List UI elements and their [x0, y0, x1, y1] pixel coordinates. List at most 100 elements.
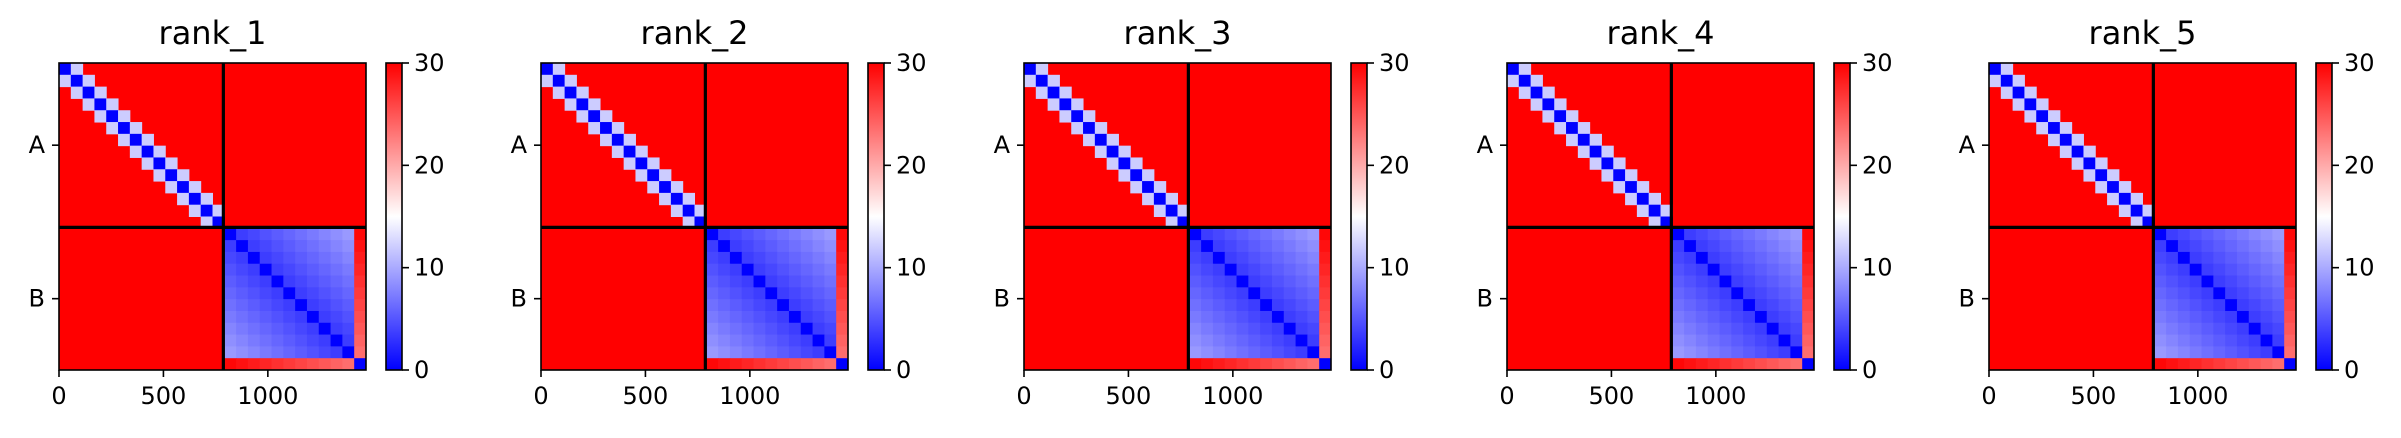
colorbar-tick-label: 30 [2344, 49, 2375, 77]
x-tick-label: 0 [1016, 382, 1031, 410]
heatmap-cell [812, 228, 825, 241]
heatmap-cell [611, 145, 625, 158]
heatmap-cell [741, 228, 755, 241]
heatmap-cell [318, 275, 332, 288]
heatmap-cell [1295, 263, 1308, 277]
heatmap-cell [2166, 299, 2179, 312]
heatmap-cell [2189, 358, 2203, 371]
heatmap-cell [283, 263, 296, 277]
heatmap-cell [306, 299, 320, 312]
heatmap-cell [1319, 240, 1332, 253]
heatmap-cell [1802, 334, 1815, 347]
heatmap-cell [777, 310, 790, 324]
colorbar-tick-label: 0 [1379, 356, 1394, 384]
heatmap-cell [1719, 299, 1732, 312]
heatmap-cell [2284, 322, 2297, 336]
heatmap-cell [1201, 358, 1214, 371]
heatmap-cell [1295, 322, 1308, 336]
heatmap-cell [354, 299, 367, 312]
heatmap-cell [1201, 263, 1214, 277]
panel-title: rank_5 [2089, 14, 2197, 52]
colorbar-tick-label: 10 [2344, 254, 2375, 282]
heatmap-cell [1118, 169, 1131, 182]
heatmap-cells [59, 63, 367, 371]
heatmap-cell [2154, 263, 2167, 277]
heatmap-cell [1153, 204, 1167, 217]
heatmap-cell [1224, 358, 1238, 371]
heatmap-cell [824, 287, 837, 300]
heatmap-cell [236, 287, 249, 300]
heatmap-cell [283, 299, 296, 312]
heatmap-cell [1224, 228, 1238, 241]
heatmap-cell [1307, 228, 1320, 241]
heatmap-cell [1307, 322, 1320, 336]
heatmap-cell [1754, 251, 1768, 265]
heatmap-cell [1790, 275, 1803, 288]
heatmap-cell [1743, 287, 1756, 300]
heatmap-cell [236, 322, 249, 336]
heatmap-cell [1271, 358, 1285, 371]
heatmap-cell [2083, 145, 2096, 158]
heatmap-cell [741, 358, 755, 371]
heatmap-cell [1224, 275, 1238, 288]
heatmap-cell [1271, 275, 1285, 288]
heatmap-cell [777, 251, 790, 265]
heatmap-cell [812, 322, 825, 336]
heatmap-cell [2177, 358, 2191, 371]
heatmap-cell [2248, 287, 2262, 300]
heatmap-cell [224, 240, 237, 253]
heatmap-cell [2189, 228, 2203, 241]
heatmap-cell [354, 275, 367, 288]
heatmap-cell [1130, 181, 1143, 194]
heatmap-cell [2248, 322, 2262, 336]
heatmap-cell [812, 310, 825, 324]
heatmap-cell [824, 322, 837, 336]
heatmap-cell [1224, 263, 1238, 277]
heatmap-cell [1295, 240, 1308, 253]
heatmap-cell [177, 181, 190, 194]
heatmap-cell [741, 263, 755, 277]
heatmap-cell [165, 181, 178, 194]
heatmap-cell [729, 322, 743, 336]
heatmap-cell [1283, 263, 1297, 277]
heatmap-cell [1295, 287, 1308, 300]
heatmap-cell [2248, 358, 2262, 371]
heatmap-cell [129, 122, 143, 135]
heatmap-cell [1165, 216, 1178, 229]
heatmap-cell [659, 181, 672, 194]
heatmap-cell [1672, 310, 1685, 324]
heatmap-cell [94, 98, 107, 111]
heatmap-cell [2201, 299, 2214, 312]
heatmap-cell [1248, 346, 1261, 359]
heatmap-cell [295, 310, 308, 324]
heatmap-cell [1507, 74, 1520, 88]
heatmap-cell [259, 358, 273, 371]
heatmap-cell [1260, 310, 1273, 324]
heatmap-cell [800, 251, 814, 265]
heatmap-cell [1212, 240, 1226, 253]
heatmap-cell [2189, 263, 2203, 277]
heatmap-cell [1684, 310, 1697, 324]
heatmap-cell [2048, 133, 2061, 147]
heatmap-cell [200, 204, 213, 217]
heatmap-cell [188, 192, 202, 206]
heatmap-cell [1778, 240, 1791, 253]
heatmap-cell [236, 346, 249, 359]
heatmap-cell [283, 334, 296, 347]
colorbar-tick-label: 20 [1862, 151, 1893, 179]
heatmap-cell [153, 169, 166, 182]
heatmap-cell [2236, 287, 2250, 300]
heatmap-cell [271, 275, 284, 288]
heatmap-cell [836, 299, 849, 312]
colorbar-tick-label: 0 [2344, 356, 2359, 384]
heatmap-cell [1106, 133, 1119, 147]
heatmap-cell [1071, 122, 1084, 135]
heatmap-cell [2284, 263, 2297, 277]
heatmap-cell [1295, 251, 1308, 265]
heatmap-cell [1319, 334, 1332, 347]
heatmap-cell [1707, 358, 1721, 371]
heatmap-cell [1766, 251, 1780, 265]
heatmap-cell [1625, 181, 1638, 194]
heatmap-cell [342, 287, 355, 300]
heatmap-cell [1766, 322, 1780, 336]
